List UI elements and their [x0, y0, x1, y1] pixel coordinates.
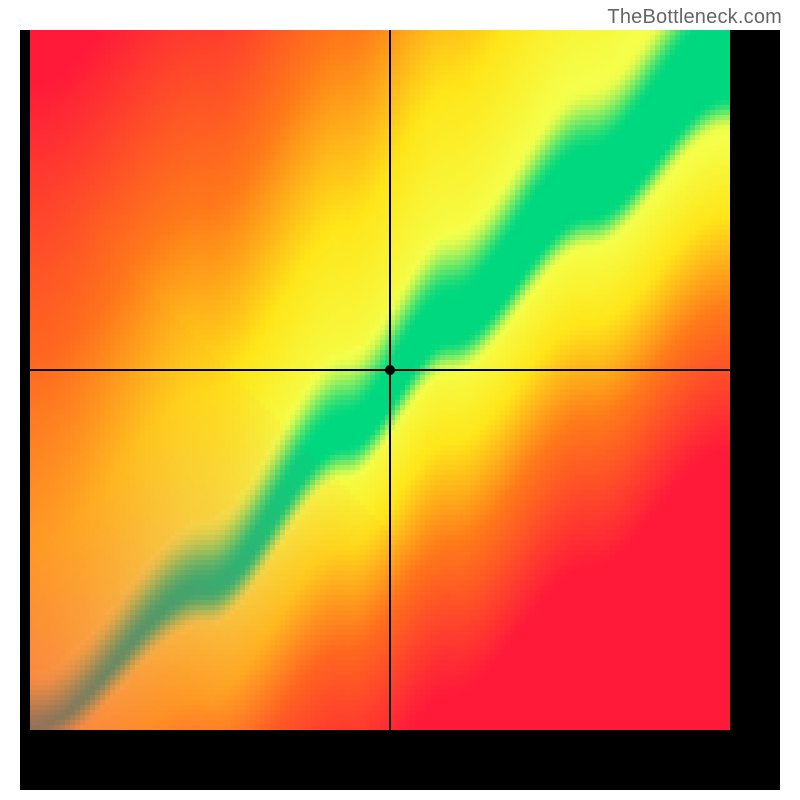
- crosshair-vertical: [389, 30, 391, 730]
- bottleneck-heatmap: [30, 30, 730, 730]
- crosshair-horizontal: [30, 369, 730, 371]
- watermark-text: TheBottleneck.com: [607, 6, 782, 29]
- data-point-marker: [385, 365, 395, 375]
